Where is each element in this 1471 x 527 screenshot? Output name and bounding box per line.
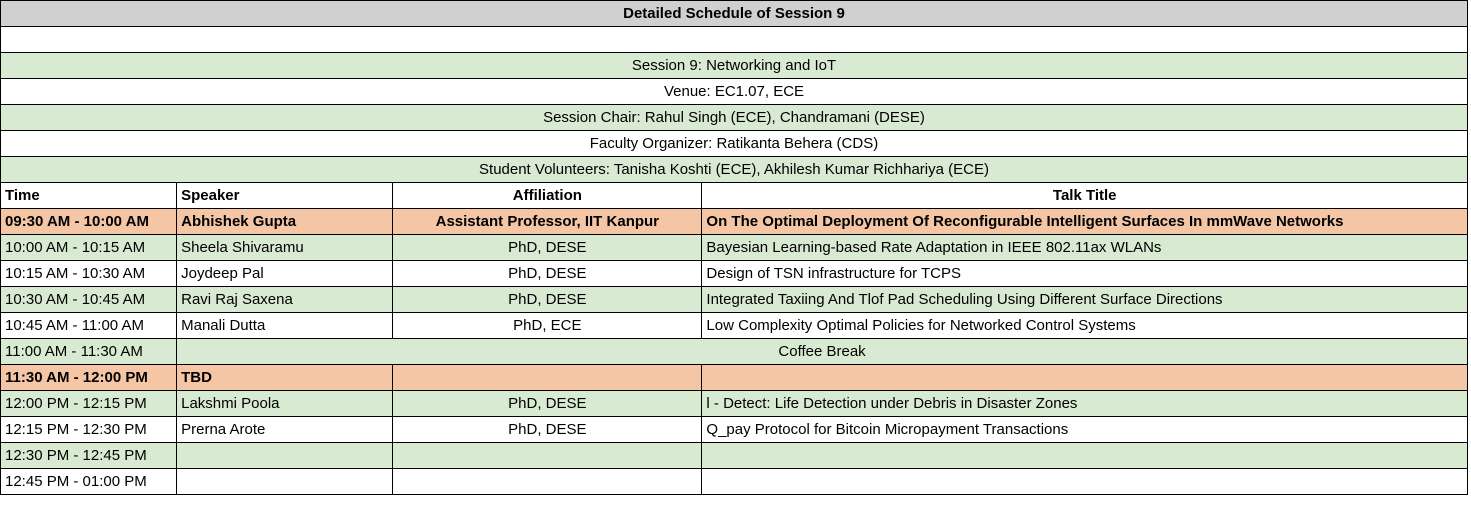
cell-time: 09:30 AM - 10:00 AM: [0, 208, 178, 235]
column-header-talk-title: Talk Title: [701, 182, 1468, 209]
page-title: Detailed Schedule of Session 9: [0, 0, 1468, 27]
cell-speaker: [176, 442, 394, 469]
cell-talk-title: Bayesian Learning-based Rate Adaptation …: [701, 234, 1468, 261]
table-row: 12:00 PM - 12:15 PM Lakshmi Poola PhD, DES…: [0, 390, 1468, 417]
detailed-schedule-table: Detailed Schedule of Session 9 Session 9…: [0, 0, 1468, 495]
cell-speaker: Sheela Shivaramu: [176, 234, 394, 261]
cell-break-label: Coffee Break: [176, 338, 1468, 365]
cell-affiliation: PhD, DESE: [392, 234, 703, 261]
table-row: 12:30 PM - 12:45 PM: [0, 442, 1468, 469]
cell-speaker: Manali Dutta: [176, 312, 394, 339]
cell-affiliation: PhD, DESE: [392, 416, 703, 443]
schedule-table-body: Detailed Schedule of Session 9 Session 9…: [0, 0, 1468, 495]
column-header-row: Time Speaker Affiliation Talk Title: [0, 182, 1468, 209]
column-header-time: Time: [0, 182, 178, 209]
cell-time: 12:15 PM - 12:30 PM: [0, 416, 178, 443]
cell-speaker: Ravi Raj Saxena: [176, 286, 394, 313]
cell-time: 11:30 AM - 12:00 PM: [0, 364, 178, 391]
table-row: 11:30 AM - 12:00 PM TBD: [0, 364, 1468, 391]
table-row: 09:30 AM - 10:00 AM Abhishek Gupta Assista…: [0, 208, 1468, 235]
cell-talk-title: [701, 442, 1468, 469]
session-info-text: Venue: EC1.07, ECE: [0, 78, 1468, 105]
cell-speaker: Abhishek Gupta: [176, 208, 394, 235]
cell-affiliation: [392, 364, 703, 391]
table-row: 10:30 AM - 10:45 AM Ravi Raj Saxena PhD, D…: [0, 286, 1468, 313]
cell-speaker: TBD: [176, 364, 394, 391]
cell-talk-title: Low Complexity Optimal Policies for Netw…: [701, 312, 1468, 339]
cell-affiliation: [392, 468, 703, 495]
session-info-text: Student Volunteers: Tanisha Koshti (ECE)…: [0, 156, 1468, 183]
column-header-speaker: Speaker: [176, 182, 394, 209]
table-row: 12:45 PM - 01:00 PM: [0, 468, 1468, 495]
cell-time: 10:15 AM - 10:30 AM: [0, 260, 178, 287]
table-row: 10:15 AM - 10:30 AM Joydeep Pal PhD, DESE D…: [0, 260, 1468, 287]
cell-time: 12:00 PM - 12:15 PM: [0, 390, 178, 417]
table-row: 10:00 AM - 10:15 AM Sheela Shivaramu PhD, …: [0, 234, 1468, 261]
session-info-row: Student Volunteers: Tanisha Koshti (ECE)…: [0, 156, 1468, 183]
cell-talk-title: [701, 468, 1468, 495]
cell-affiliation: PhD, DESE: [392, 390, 703, 417]
cell-time: 10:00 AM - 10:15 AM: [0, 234, 178, 261]
cell-time: 10:45 AM - 11:00 AM: [0, 312, 178, 339]
cell-time: 11:00 AM - 11:30 AM: [0, 338, 178, 365]
cell-time: 10:30 AM - 10:45 AM: [0, 286, 178, 313]
cell-talk-title: On The Optimal Deployment Of Reconfigura…: [701, 208, 1468, 235]
session-info-row: Session 9: Networking and IoT: [0, 52, 1468, 79]
table-row: 10:45 AM - 11:00 AM Manali Dutta PhD, ECE L…: [0, 312, 1468, 339]
session-info-text: Session 9: Networking and IoT: [0, 52, 1468, 79]
cell-talk-title: [701, 364, 1468, 391]
cell-affiliation: PhD, DESE: [392, 286, 703, 313]
session-info-row: Session Chair: Rahul Singh (ECE), Chandr…: [0, 104, 1468, 131]
cell-affiliation: [392, 442, 703, 469]
table-row: 12:15 PM - 12:30 PM Prerna Arote PhD, DESE…: [0, 416, 1468, 443]
session-info-text: Session Chair: Rahul Singh (ECE), Chandr…: [0, 104, 1468, 131]
cell-speaker: Lakshmi Poola: [176, 390, 394, 417]
cell-affiliation: PhD, DESE: [392, 260, 703, 287]
table-title-row: Detailed Schedule of Session 9: [0, 0, 1468, 27]
spacer-row: [0, 26, 1468, 53]
cell-speaker: [176, 468, 394, 495]
column-header-affiliation: Affiliation: [392, 182, 703, 209]
session-info-row: Faculty Organizer: Ratikanta Behera (CDS…: [0, 130, 1468, 157]
cell-speaker: Joydeep Pal: [176, 260, 394, 287]
session-info-row: Venue: EC1.07, ECE: [0, 78, 1468, 105]
cell-affiliation: PhD, ECE: [392, 312, 703, 339]
cell-affiliation: Assistant Professor, IIT Kanpur: [392, 208, 703, 235]
cell-time: 12:45 PM - 01:00 PM: [0, 468, 178, 495]
table-row: 11:00 AM - 11:30 AM Coffee Break: [0, 338, 1468, 365]
cell-talk-title: Integrated Taxiing And Tlof Pad Scheduli…: [701, 286, 1468, 313]
cell-speaker: Prerna Arote: [176, 416, 394, 443]
session-info-text: Faculty Organizer: Ratikanta Behera (CDS…: [0, 130, 1468, 157]
cell-talk-title: Q_pay Protocol for Bitcoin Micropayment …: [701, 416, 1468, 443]
spacer-cell: [0, 26, 1468, 53]
cell-talk-title: Design of TSN infrastructure for TCPS: [701, 260, 1468, 287]
cell-time: 12:30 PM - 12:45 PM: [0, 442, 178, 469]
cell-talk-title: l - Detect: Life Detection under Debris …: [701, 390, 1468, 417]
